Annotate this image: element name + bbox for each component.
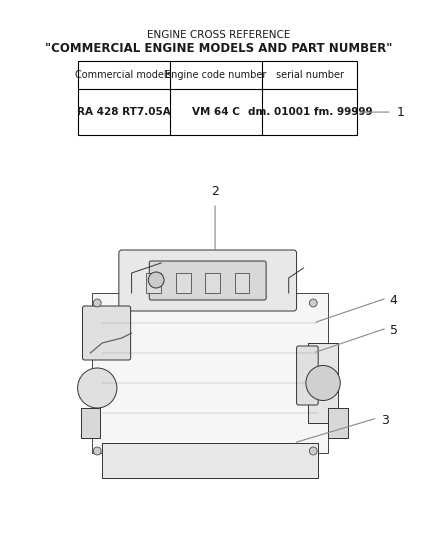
FancyBboxPatch shape (297, 346, 318, 405)
Bar (78, 61, 357, 135)
Ellipse shape (78, 368, 117, 408)
Text: Commercial models: Commercial models (75, 70, 172, 80)
Bar (92, 293, 328, 453)
FancyBboxPatch shape (119, 250, 297, 311)
Bar (176, 273, 191, 293)
FancyBboxPatch shape (82, 306, 131, 360)
Text: VM 64 C: VM 64 C (192, 107, 240, 117)
Bar (328, 408, 348, 438)
Ellipse shape (93, 447, 101, 455)
Text: 4: 4 (390, 294, 398, 306)
Text: 1: 1 (397, 106, 405, 118)
Ellipse shape (306, 366, 340, 400)
Bar (146, 273, 161, 293)
Ellipse shape (309, 299, 317, 307)
Text: dm. 01001 fm. 99999: dm. 01001 fm. 99999 (247, 107, 372, 117)
Ellipse shape (93, 299, 101, 307)
Bar (235, 273, 249, 293)
Bar (81, 408, 100, 438)
FancyBboxPatch shape (149, 261, 266, 300)
Bar (102, 443, 318, 478)
Text: 3: 3 (381, 414, 389, 426)
Ellipse shape (148, 272, 164, 288)
Text: 2: 2 (211, 185, 219, 198)
Ellipse shape (309, 447, 317, 455)
Bar (205, 273, 220, 293)
Text: ENGINE CROSS REFERENCE: ENGINE CROSS REFERENCE (147, 30, 291, 40)
Text: "COMMERCIAL ENGINE MODELS AND PART NUMBER": "COMMERCIAL ENGINE MODELS AND PART NUMBE… (45, 43, 393, 55)
Text: RA 428 RT7.05A: RA 428 RT7.05A (77, 107, 171, 117)
Text: serial number: serial number (276, 70, 344, 80)
Text: 5: 5 (390, 324, 398, 336)
Text: Engine code number: Engine code number (166, 70, 267, 80)
Bar (308, 343, 338, 423)
